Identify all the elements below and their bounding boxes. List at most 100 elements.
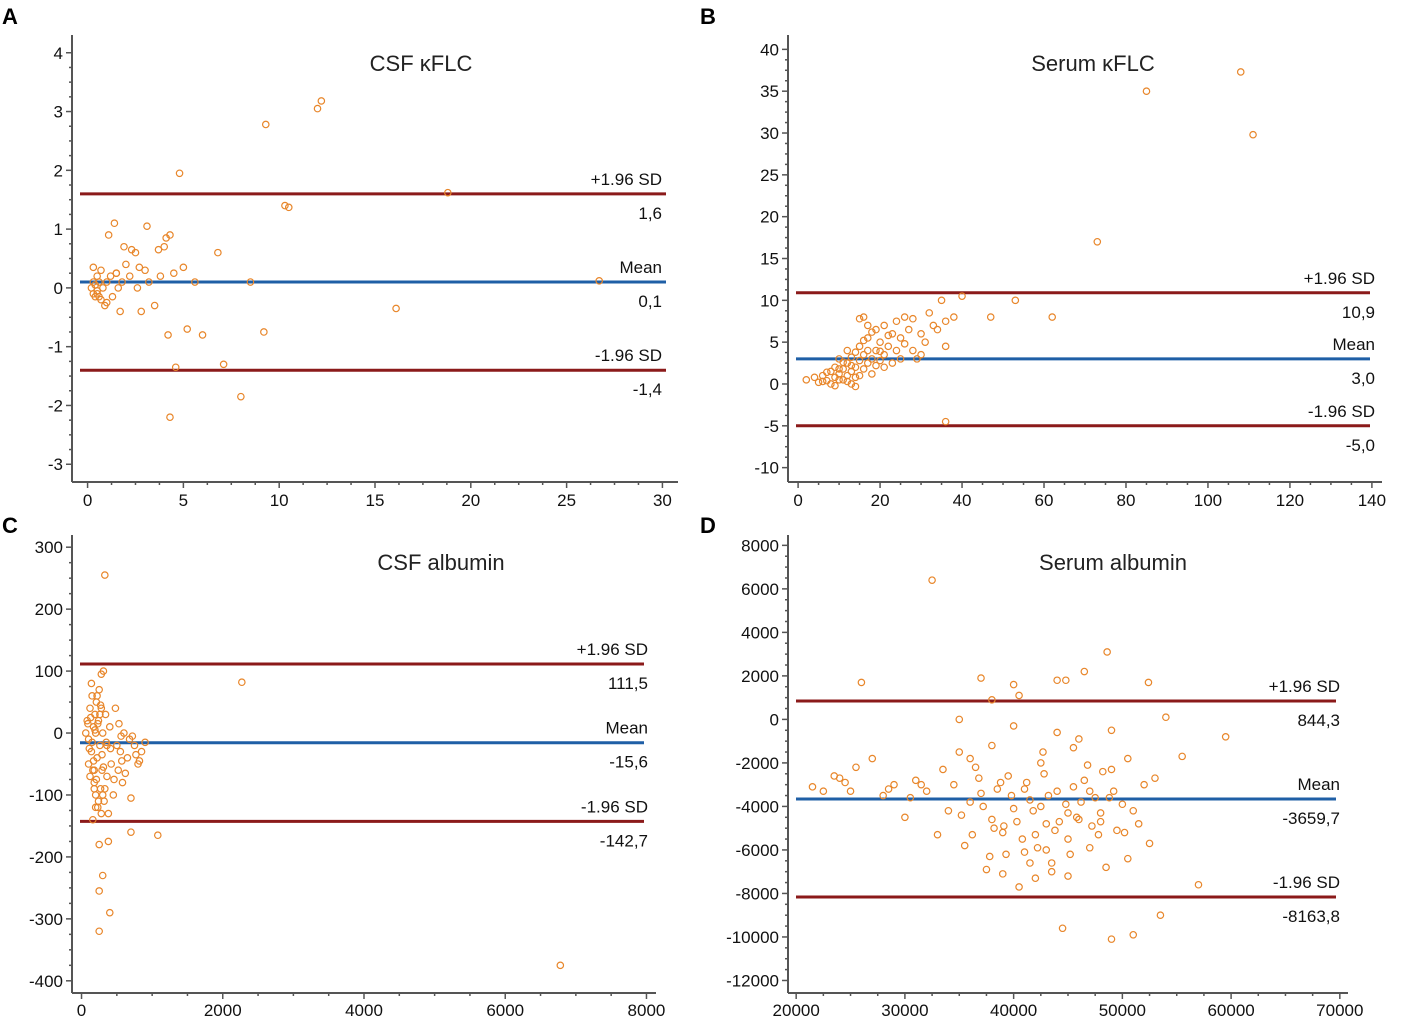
data-point <box>847 361 856 370</box>
data-point <box>1015 883 1023 891</box>
data-point <box>1004 772 1012 780</box>
data-point <box>888 329 897 338</box>
lower-limit-line-value: -1,4 <box>633 380 662 399</box>
y-tick-label: 6000 <box>741 580 779 599</box>
data-point <box>855 342 864 351</box>
data-point <box>132 750 140 759</box>
data-point <box>1145 839 1154 848</box>
data-point <box>1013 817 1021 826</box>
data-point <box>1040 769 1048 778</box>
data-point <box>87 679 96 688</box>
data-point <box>1009 804 1018 813</box>
data-point <box>1120 828 1129 837</box>
data-point <box>941 417 950 426</box>
data-point <box>1162 713 1170 722</box>
data-point <box>160 242 169 251</box>
data-point <box>917 350 925 359</box>
data-point <box>156 272 165 280</box>
y-tick-label: 4000 <box>741 623 779 642</box>
data-point <box>827 380 835 388</box>
data-point <box>835 365 843 373</box>
data-point <box>183 325 192 333</box>
data-point <box>1080 776 1089 785</box>
data-point <box>909 314 917 323</box>
data-point <box>214 248 222 257</box>
data-point <box>933 830 942 839</box>
y-tick-label: 200 <box>35 600 63 619</box>
data-point <box>1178 752 1186 761</box>
data-point <box>130 741 139 750</box>
data-point <box>141 266 149 275</box>
data-point <box>105 723 114 731</box>
data-point <box>1098 767 1107 776</box>
y-tick-label: -100 <box>29 786 63 805</box>
data-point <box>118 278 126 286</box>
y-tick-label: -400 <box>29 972 63 991</box>
data-point <box>135 757 144 765</box>
data-point <box>128 732 137 740</box>
data-point <box>880 321 888 330</box>
x-tick-label: 30000 <box>881 1001 928 1020</box>
data-point <box>198 331 207 339</box>
data-point <box>939 765 947 774</box>
data-point <box>101 571 109 579</box>
data-point <box>96 701 105 709</box>
y-tick-label: 0 <box>770 710 779 729</box>
data-point <box>1083 761 1092 769</box>
y-tick-label: -6000 <box>736 841 779 860</box>
data-point <box>892 317 901 326</box>
x-tick-label: 70000 <box>1316 1001 1363 1020</box>
data-point <box>859 350 868 359</box>
data-point <box>921 338 929 346</box>
x-tick-label: 6000 <box>486 1001 524 1020</box>
data-point <box>950 313 958 321</box>
data-point <box>1062 800 1070 809</box>
data-point <box>114 766 123 774</box>
data-point <box>846 787 855 795</box>
data-point <box>105 908 114 917</box>
data-point <box>941 317 950 326</box>
data-point <box>97 809 106 818</box>
data-point <box>1088 822 1096 830</box>
data-point <box>170 269 178 277</box>
data-point <box>876 347 884 356</box>
data-point <box>237 392 245 401</box>
data-point <box>114 284 123 292</box>
data-point <box>1075 815 1083 824</box>
data-point <box>1109 787 1118 795</box>
data-point <box>91 803 100 812</box>
data-point <box>127 828 135 836</box>
data-point <box>831 363 839 372</box>
data-point <box>985 852 994 861</box>
data-point <box>261 120 270 129</box>
data-point <box>855 314 864 323</box>
data-point <box>95 840 103 849</box>
data-point <box>968 830 977 839</box>
data-point <box>1129 930 1138 939</box>
data-point <box>1144 678 1153 687</box>
data-point <box>982 865 991 874</box>
data-point <box>110 219 119 228</box>
data-point <box>929 321 938 330</box>
data-point <box>90 784 99 793</box>
data-point <box>872 361 880 370</box>
data-point <box>85 744 94 753</box>
chart-title: Serum albumin <box>1039 550 1187 575</box>
data-point <box>110 775 118 784</box>
data-point <box>841 778 849 787</box>
data-point <box>1051 826 1059 835</box>
data-point <box>179 263 188 272</box>
data-point <box>1134 820 1143 828</box>
y-tick-label: -4000 <box>736 797 779 816</box>
data-point <box>1053 787 1061 795</box>
data-point <box>1039 748 1047 756</box>
data-point <box>1022 778 1031 787</box>
data-point <box>913 355 921 363</box>
y-tick-label: -10000 <box>726 928 779 947</box>
y-tick-label: 40 <box>760 40 779 59</box>
data-point <box>118 778 127 787</box>
x-tick-label: 40000 <box>990 1001 1037 1020</box>
data-point <box>1033 843 1042 852</box>
data-point <box>1055 817 1064 826</box>
y-tick-label: 4 <box>54 44 63 63</box>
